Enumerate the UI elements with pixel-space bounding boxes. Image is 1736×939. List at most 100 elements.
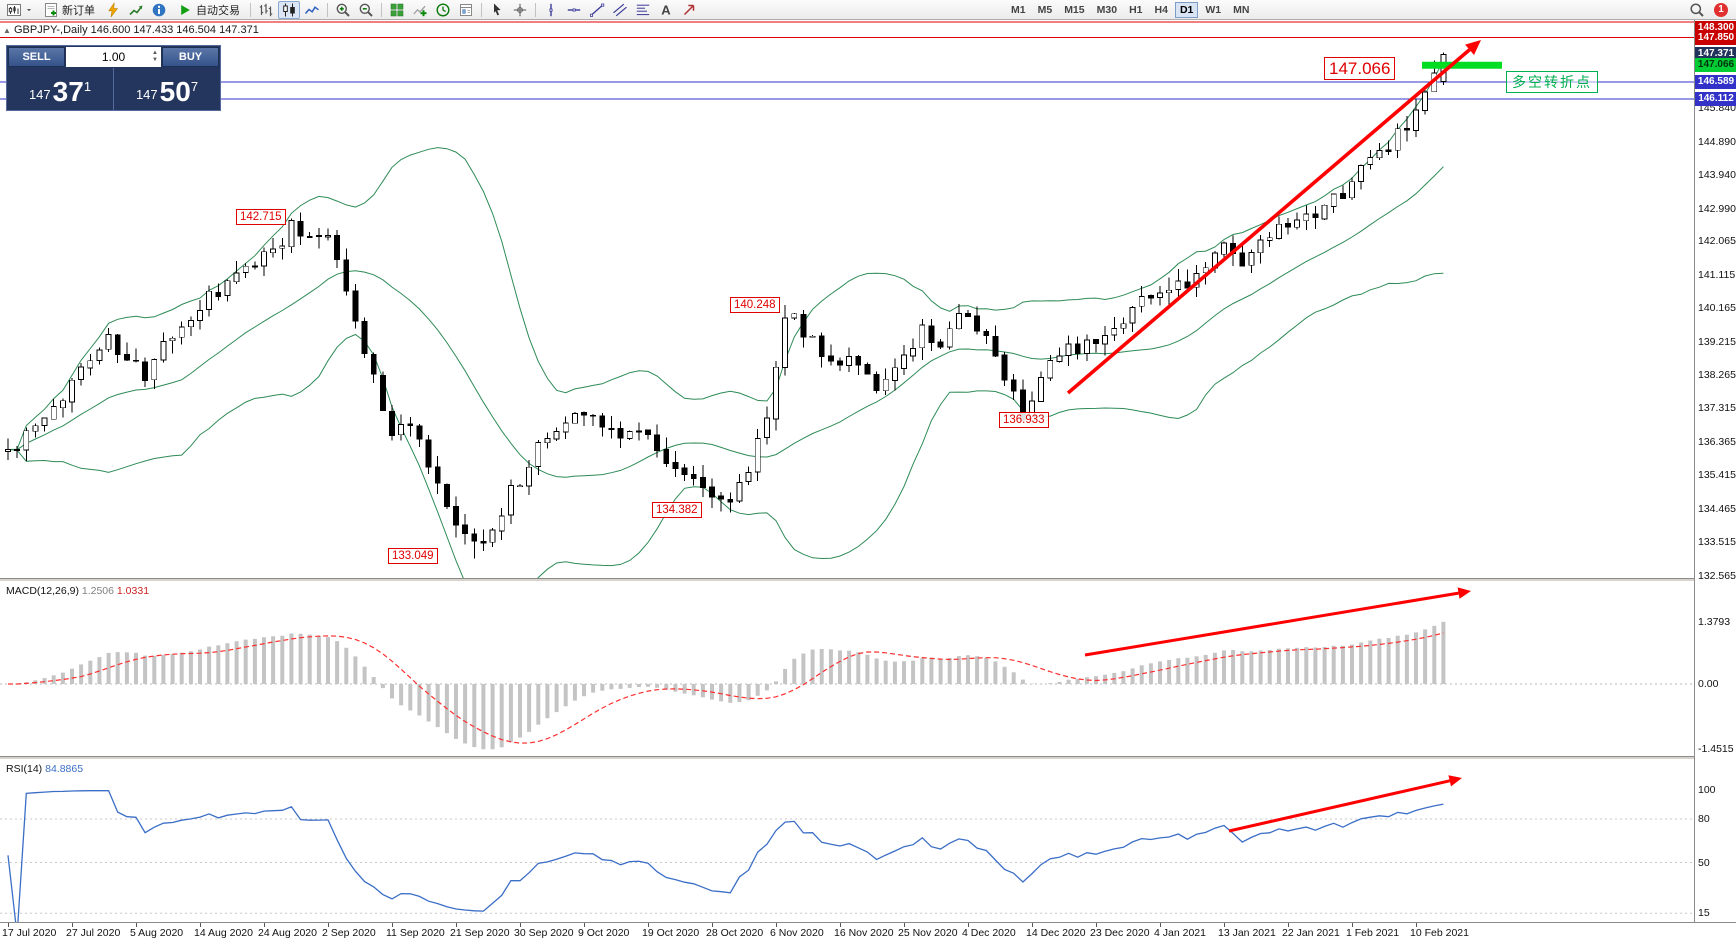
sell-button[interactable]: SELL [8, 47, 65, 67]
search-button[interactable] [1686, 1, 1708, 19]
data-window-button[interactable] [125, 1, 147, 19]
volume-input[interactable]: 1.00 ▲ ▼ [66, 47, 161, 67]
time-tick [264, 923, 265, 927]
trade-panel-toggle[interactable]: ▲ [3, 26, 11, 35]
timeframe-m15-button[interactable]: M15 [1059, 2, 1089, 18]
text-label-button[interactable]: A [655, 1, 677, 19]
line-chart-button[interactable] [301, 1, 323, 19]
time-axis-label: 14 Aug 2020 [194, 927, 253, 939]
panel-splitter-macd[interactable] [0, 578, 1736, 582]
indicators-button[interactable] [409, 1, 431, 19]
time-axis-label: 21 Sep 2020 [450, 927, 510, 939]
time-axis-label: 10 Feb 2021 [1410, 927, 1469, 939]
bollinger-bands [7, 59, 1444, 578]
tile-windows-button[interactable] [386, 1, 408, 19]
price-callout-136933[interactable]: 136.933 [999, 412, 1049, 428]
horizontal-line-button[interactable] [563, 1, 585, 19]
periods-button[interactable] [432, 1, 454, 19]
timeframe-m1-button[interactable]: M1 [1006, 2, 1031, 18]
buy-button[interactable]: BUY [162, 47, 219, 67]
svg-text:A: A [661, 2, 671, 17]
charts-window-button[interactable] [3, 1, 36, 19]
auto-trading-button-label: 自动交易 [196, 4, 240, 17]
bar-chart-button[interactable] [255, 1, 277, 19]
toolbar-separator [327, 2, 328, 17]
time-tick [1032, 923, 1033, 927]
price-callout-133049[interactable]: 133.049 [388, 548, 438, 564]
cursor-icon [494, 3, 501, 15]
price-callout-140248[interactable]: 140.248 [730, 297, 780, 313]
crosshair-button[interactable] [509, 1, 531, 19]
ask-price: 147 50 7 [114, 68, 220, 110]
time-tick [200, 923, 201, 927]
time-tick [72, 923, 73, 927]
fibonacci-button[interactable] [632, 1, 654, 19]
terminal-button[interactable] [148, 1, 170, 19]
time-tick [968, 923, 969, 927]
price-callout-134382[interactable]: 134.382 [652, 502, 702, 518]
macd-panel[interactable] [0, 582, 1694, 756]
indicator-icon [413, 5, 427, 16]
timeframe-mn-button[interactable]: MN [1228, 2, 1254, 18]
price-axis-label: 144.890 [1698, 136, 1736, 148]
toolbar-separator [250, 2, 251, 17]
new-order-button[interactable]: 新订单 [37, 1, 101, 19]
zoom-in-button[interactable] [332, 1, 354, 19]
templates-button[interactable] [455, 1, 477, 19]
candlestick-chart[interactable] [0, 20, 1694, 578]
price-tag-147371: 147.371 [1695, 47, 1736, 61]
turning-point-note[interactable]: 多空转折点 [1506, 71, 1598, 93]
price-tag-146112: 146.112 [1695, 92, 1736, 106]
panel-splitter-rsi[interactable] [0, 756, 1736, 760]
vertical-line-button[interactable] [540, 1, 562, 19]
trendline-button[interactable] [586, 1, 608, 19]
rsi-panel[interactable] [0, 760, 1694, 922]
time-axis-label: 17 Jul 2020 [2, 927, 57, 939]
candlestick-chart-button[interactable] [278, 0, 300, 19]
candles [5, 52, 1447, 559]
price-callout-142715[interactable]: 142.715 [236, 209, 286, 225]
bars-icon [259, 3, 273, 16]
linechart-icon [304, 5, 319, 14]
timeframe-d1-button[interactable]: D1 [1174, 1, 1199, 18]
trend-arrow-macd[interactable] [1084, 587, 1471, 657]
notification-badge[interactable]: 1 [1714, 2, 1728, 17]
bid-point: 1 [83, 79, 92, 94]
time-tick [648, 923, 649, 927]
time-axis-label: 6 Nov 2020 [770, 927, 824, 939]
price-tag-146589: 146.589 [1695, 75, 1736, 89]
crosshair-icon [513, 3, 527, 16]
price-axis[interactable]: 145.840 144.890 143.940 142.990 142.065 141.1… [1694, 20, 1736, 922]
volume-spinner[interactable]: ▲ ▼ [152, 50, 158, 63]
equidistant-channel-button[interactable] [609, 1, 631, 19]
fibo-icon [636, 4, 650, 15]
market-watch-button[interactable] [102, 1, 124, 19]
time-axis-label: 2 Sep 2020 [322, 927, 376, 939]
time-axis[interactable]: 17 Jul 2020 27 Jul 2020 5 Aug 2020 14 Aug 2… [0, 922, 1736, 939]
vline-icon [549, 3, 553, 16]
one-click-trading-panel: SELL 1.00 ▲ ▼ BUY 147 37 1 147 50 7 [6, 45, 221, 111]
time-tick [1352, 923, 1353, 927]
time-tick [1160, 923, 1161, 927]
rsi-value: 84.8865 [45, 763, 84, 775]
play-icon [181, 4, 190, 15]
price-axis-label: 139.215 [1698, 336, 1736, 348]
trend-arrow-rsi[interactable] [1228, 775, 1462, 833]
time-tick [8, 923, 9, 927]
timeframe-w1-button[interactable]: W1 [1200, 2, 1226, 18]
timeframe-h4-button[interactable]: H4 [1150, 2, 1173, 18]
arrows-button[interactable] [678, 1, 700, 19]
bid-pips: 37 [52, 76, 84, 107]
price-tag-147066: 147.066 [1695, 58, 1736, 72]
time-axis-label: 24 Aug 2020 [258, 927, 317, 939]
price-callout-147066[interactable]: 147.066 [1324, 57, 1396, 80]
timeframe-m30-button[interactable]: M30 [1092, 2, 1122, 18]
time-axis-label: 4 Jan 2021 [1154, 927, 1206, 939]
auto-trading-button[interactable]: 自动交易 [171, 1, 246, 19]
cursor-button[interactable] [486, 1, 508, 19]
timeframe-h1-button[interactable]: H1 [1124, 2, 1147, 18]
zoom-out-button[interactable] [355, 1, 377, 19]
timeframe-m5-button[interactable]: M5 [1033, 2, 1058, 18]
zoomin-icon [336, 3, 350, 17]
trend-arrow-main[interactable] [1066, 40, 1481, 395]
